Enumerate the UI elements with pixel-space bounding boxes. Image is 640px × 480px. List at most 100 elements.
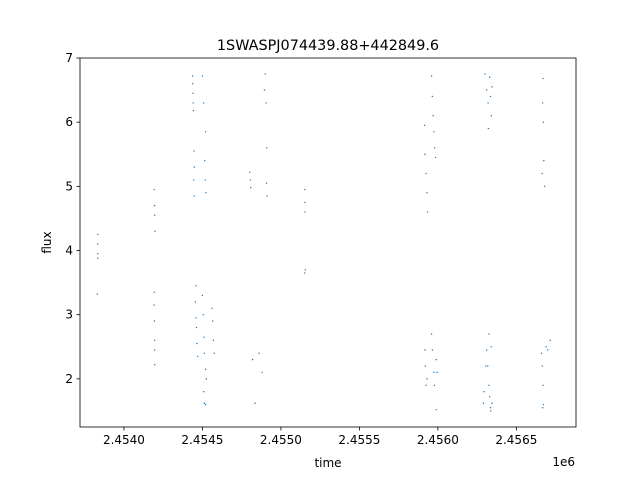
data-point bbox=[491, 86, 493, 88]
data-point bbox=[205, 192, 207, 194]
data-point bbox=[304, 188, 306, 191]
data-point bbox=[265, 102, 267, 104]
data-point bbox=[263, 89, 266, 91]
data-point bbox=[424, 365, 427, 367]
data-point bbox=[266, 147, 268, 149]
data-point bbox=[193, 150, 195, 152]
data-point bbox=[490, 410, 492, 412]
data-point bbox=[435, 408, 437, 411]
data-point bbox=[490, 115, 492, 117]
data-point bbox=[549, 339, 551, 342]
data-point bbox=[202, 314, 204, 316]
data-point bbox=[203, 402, 206, 404]
data-point bbox=[211, 320, 214, 322]
data-point bbox=[304, 211, 306, 213]
data-point bbox=[153, 291, 155, 293]
x-tick-label: 2.4550 bbox=[260, 433, 302, 447]
data-point bbox=[487, 127, 490, 130]
data-point bbox=[203, 336, 205, 338]
data-point bbox=[191, 75, 194, 77]
data-point bbox=[434, 156, 437, 159]
data-point bbox=[195, 317, 197, 319]
data-point bbox=[426, 378, 428, 380]
data-point bbox=[542, 407, 544, 409]
data-point bbox=[202, 391, 205, 393]
data-point bbox=[430, 75, 433, 77]
data-point bbox=[97, 253, 99, 255]
data-point bbox=[249, 171, 251, 173]
data-point bbox=[192, 92, 194, 95]
x-tick-label: 2.4560 bbox=[417, 433, 459, 447]
data-point bbox=[196, 342, 198, 345]
data-point bbox=[482, 402, 485, 404]
data-point bbox=[542, 121, 545, 123]
data-point bbox=[436, 371, 438, 374]
data-point bbox=[205, 378, 208, 380]
data-point bbox=[485, 349, 488, 351]
data-point bbox=[249, 179, 251, 181]
data-point bbox=[542, 403, 545, 406]
data-point bbox=[204, 179, 206, 181]
data-point bbox=[487, 102, 489, 104]
data-point bbox=[192, 82, 194, 85]
data-point bbox=[423, 124, 426, 127]
data-point bbox=[193, 166, 195, 168]
data-point bbox=[541, 365, 543, 367]
data-point bbox=[547, 349, 549, 351]
x-tick-label: 2.4565 bbox=[495, 433, 537, 447]
x-offset-label: 1e6 bbox=[552, 455, 575, 469]
y-tick-label: 7 bbox=[65, 51, 73, 65]
data-point bbox=[543, 159, 545, 162]
data-point bbox=[304, 272, 306, 274]
y-tick-label: 3 bbox=[65, 308, 73, 322]
data-point bbox=[265, 182, 268, 184]
data-point bbox=[424, 153, 426, 155]
x-tick-label: 2.4540 bbox=[103, 433, 145, 447]
data-point bbox=[204, 131, 207, 133]
data-point bbox=[491, 402, 493, 404]
data-point bbox=[212, 339, 215, 342]
x-tick-label: 2.4545 bbox=[181, 433, 223, 447]
data-point bbox=[153, 188, 155, 191]
data-point bbox=[425, 384, 427, 386]
data-point bbox=[545, 346, 547, 348]
data-point bbox=[97, 257, 99, 259]
data-point bbox=[154, 214, 156, 216]
data-point bbox=[264, 73, 266, 75]
data-point bbox=[204, 403, 207, 406]
data-point bbox=[542, 102, 544, 104]
data-point bbox=[204, 368, 207, 370]
data-point bbox=[97, 243, 99, 245]
data-point bbox=[153, 304, 155, 306]
data-point bbox=[489, 407, 492, 409]
data-point bbox=[426, 211, 429, 213]
data-point bbox=[304, 269, 306, 271]
data-point bbox=[153, 349, 156, 351]
data-point bbox=[484, 73, 486, 75]
data-point bbox=[540, 352, 543, 354]
data-point bbox=[192, 109, 195, 112]
data-point bbox=[424, 349, 426, 351]
data-point bbox=[433, 384, 436, 386]
data-point bbox=[490, 346, 492, 348]
data-point bbox=[213, 352, 215, 354]
data-point bbox=[425, 172, 427, 175]
data-point bbox=[541, 172, 543, 175]
data-point bbox=[211, 307, 213, 309]
data-point bbox=[433, 371, 435, 374]
data-point bbox=[96, 293, 98, 295]
data-point bbox=[489, 95, 492, 98]
data-point bbox=[488, 333, 490, 335]
data-point bbox=[197, 355, 199, 358]
data-point bbox=[154, 339, 156, 342]
x-axis: 2.4540 2.4545 2.4550 2.4555 2.4560 2.4565 bbox=[103, 427, 537, 447]
data-point bbox=[485, 365, 487, 367]
data-point bbox=[201, 75, 204, 77]
data-point bbox=[430, 333, 433, 335]
data-point bbox=[203, 352, 206, 354]
data-point bbox=[435, 358, 437, 361]
data-point bbox=[266, 195, 268, 197]
plot-frame bbox=[79, 57, 577, 428]
data-point bbox=[483, 391, 485, 393]
